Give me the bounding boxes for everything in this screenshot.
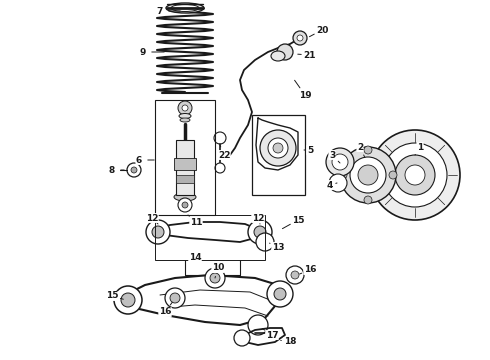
Circle shape: [273, 143, 283, 153]
Circle shape: [277, 44, 293, 60]
Text: 3: 3: [329, 150, 335, 159]
Circle shape: [286, 266, 304, 284]
Bar: [174, 158, 196, 170]
Circle shape: [178, 198, 192, 212]
Circle shape: [205, 268, 225, 288]
Circle shape: [297, 35, 303, 41]
Ellipse shape: [271, 51, 285, 61]
Text: 8: 8: [109, 166, 115, 175]
Circle shape: [339, 171, 347, 179]
Text: 12: 12: [252, 213, 264, 222]
Circle shape: [214, 132, 226, 144]
Text: 10: 10: [212, 264, 224, 273]
Circle shape: [260, 130, 296, 166]
Circle shape: [405, 165, 425, 185]
Text: 21: 21: [304, 50, 316, 59]
Bar: [155, 100, 215, 215]
Text: 22: 22: [218, 150, 230, 159]
Ellipse shape: [179, 113, 191, 118]
Text: 9: 9: [140, 48, 146, 57]
Text: 17: 17: [266, 330, 278, 339]
Bar: [155, 215, 265, 260]
Bar: [176, 175, 194, 183]
Circle shape: [234, 330, 250, 346]
Circle shape: [274, 288, 286, 300]
Circle shape: [182, 105, 188, 111]
Text: 4: 4: [327, 180, 333, 189]
Circle shape: [383, 143, 447, 207]
Text: 19: 19: [299, 90, 311, 99]
Ellipse shape: [166, 3, 204, 13]
Circle shape: [170, 293, 180, 303]
Ellipse shape: [171, 4, 199, 12]
Circle shape: [268, 138, 288, 158]
Circle shape: [182, 202, 188, 208]
Circle shape: [332, 154, 348, 170]
Text: 15: 15: [292, 216, 304, 225]
Circle shape: [291, 271, 299, 279]
Circle shape: [121, 293, 135, 307]
Bar: [176, 140, 194, 195]
Circle shape: [131, 167, 137, 173]
Circle shape: [248, 220, 272, 244]
Circle shape: [165, 288, 185, 308]
Text: 14: 14: [189, 252, 201, 261]
Text: 2: 2: [357, 143, 363, 152]
Circle shape: [389, 171, 397, 179]
Bar: [252, 115, 305, 195]
Text: 6: 6: [136, 156, 142, 165]
Circle shape: [248, 315, 268, 335]
Circle shape: [364, 196, 372, 204]
Circle shape: [152, 226, 164, 238]
Text: 15: 15: [106, 292, 118, 301]
Text: 13: 13: [272, 243, 284, 252]
Circle shape: [350, 157, 386, 193]
Circle shape: [293, 31, 307, 45]
Circle shape: [178, 101, 192, 115]
Ellipse shape: [174, 193, 196, 201]
Text: 16: 16: [304, 266, 316, 274]
Circle shape: [210, 273, 220, 283]
Circle shape: [364, 146, 372, 154]
Text: 5: 5: [307, 145, 313, 154]
Text: 16: 16: [159, 307, 171, 316]
Text: 7: 7: [157, 6, 163, 15]
Circle shape: [114, 286, 142, 314]
Text: 20: 20: [316, 26, 328, 35]
Circle shape: [127, 163, 141, 177]
Text: 12: 12: [146, 213, 158, 222]
Circle shape: [215, 163, 225, 173]
Ellipse shape: [180, 118, 190, 122]
Circle shape: [395, 155, 435, 195]
Circle shape: [254, 226, 266, 238]
Text: 18: 18: [284, 338, 296, 346]
Circle shape: [370, 130, 460, 220]
Circle shape: [146, 220, 170, 244]
Circle shape: [329, 174, 347, 192]
Circle shape: [340, 147, 396, 203]
Circle shape: [256, 233, 274, 251]
Circle shape: [358, 165, 378, 185]
Circle shape: [326, 148, 354, 176]
Circle shape: [267, 281, 293, 307]
Text: 1: 1: [417, 143, 423, 152]
Text: 11: 11: [190, 217, 202, 226]
